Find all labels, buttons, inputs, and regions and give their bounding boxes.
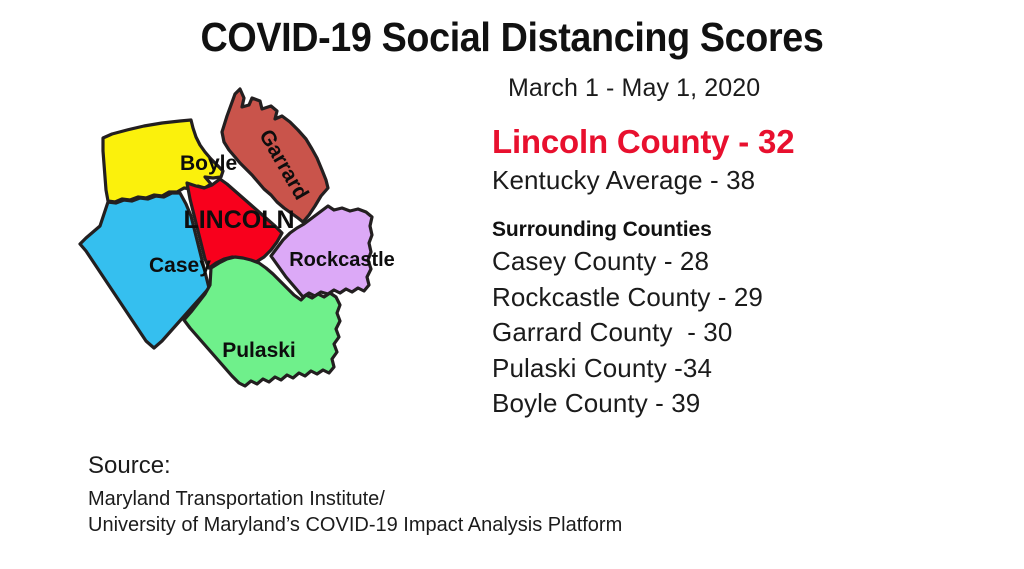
list-item: Casey County - 28: [492, 246, 710, 276]
county-region-pulaski[interactable]: [182, 255, 342, 388]
list-item: Garrard County - 30: [492, 317, 733, 348]
score-summary-panel: March 1 - May 1, 2020 Lincoln County - 3…: [492, 74, 962, 422]
county-map: Boyle Garrard LINCOLN Casey Rockcastle P…: [72, 76, 412, 456]
map-label-casey: Casey: [149, 254, 211, 277]
county-region-garrard[interactable]: [220, 87, 330, 224]
source-label: Source:: [88, 452, 171, 479]
source-line-2: University of Maryland’s COVID-19 Impact…: [88, 514, 623, 537]
source-block: Source: Maryland Transportation Institut…: [88, 452, 622, 539]
county-region-lincoln[interactable]: [185, 177, 284, 270]
surrounding-counties-list: Casey County - 28 Rockcastle County - 29…: [492, 244, 962, 422]
headline-score: Lincoln County - 32: [492, 123, 795, 160]
county-region-rockcastle[interactable]: [269, 204, 374, 299]
list-item: Pulaski County -34: [492, 352, 713, 383]
state-average-score: Kentucky Average - 38: [492, 165, 756, 195]
map-label-pulaski: Pulaski: [222, 339, 296, 362]
county-region-casey[interactable]: [78, 191, 211, 350]
map-label-rockcastle: Rockcastle: [289, 249, 395, 271]
page-title: COVID-19 Social Distancing Scores: [200, 14, 824, 60]
list-item: Boyle County - 39: [492, 388, 701, 419]
map-label-lincoln: LINCOLN: [183, 206, 294, 234]
county-map-svg: Boyle Garrard LINCOLN Casey Rockcastle P…: [78, 87, 395, 388]
list-item: Rockcastle County - 29: [492, 281, 763, 312]
map-label-boyle: Boyle: [180, 152, 237, 175]
source-line-1: Maryland Transportation Institute/: [88, 488, 385, 510]
date-range: March 1 - May 1, 2020: [508, 74, 761, 102]
surrounding-counties-heading: Surrounding Counties: [492, 218, 712, 241]
